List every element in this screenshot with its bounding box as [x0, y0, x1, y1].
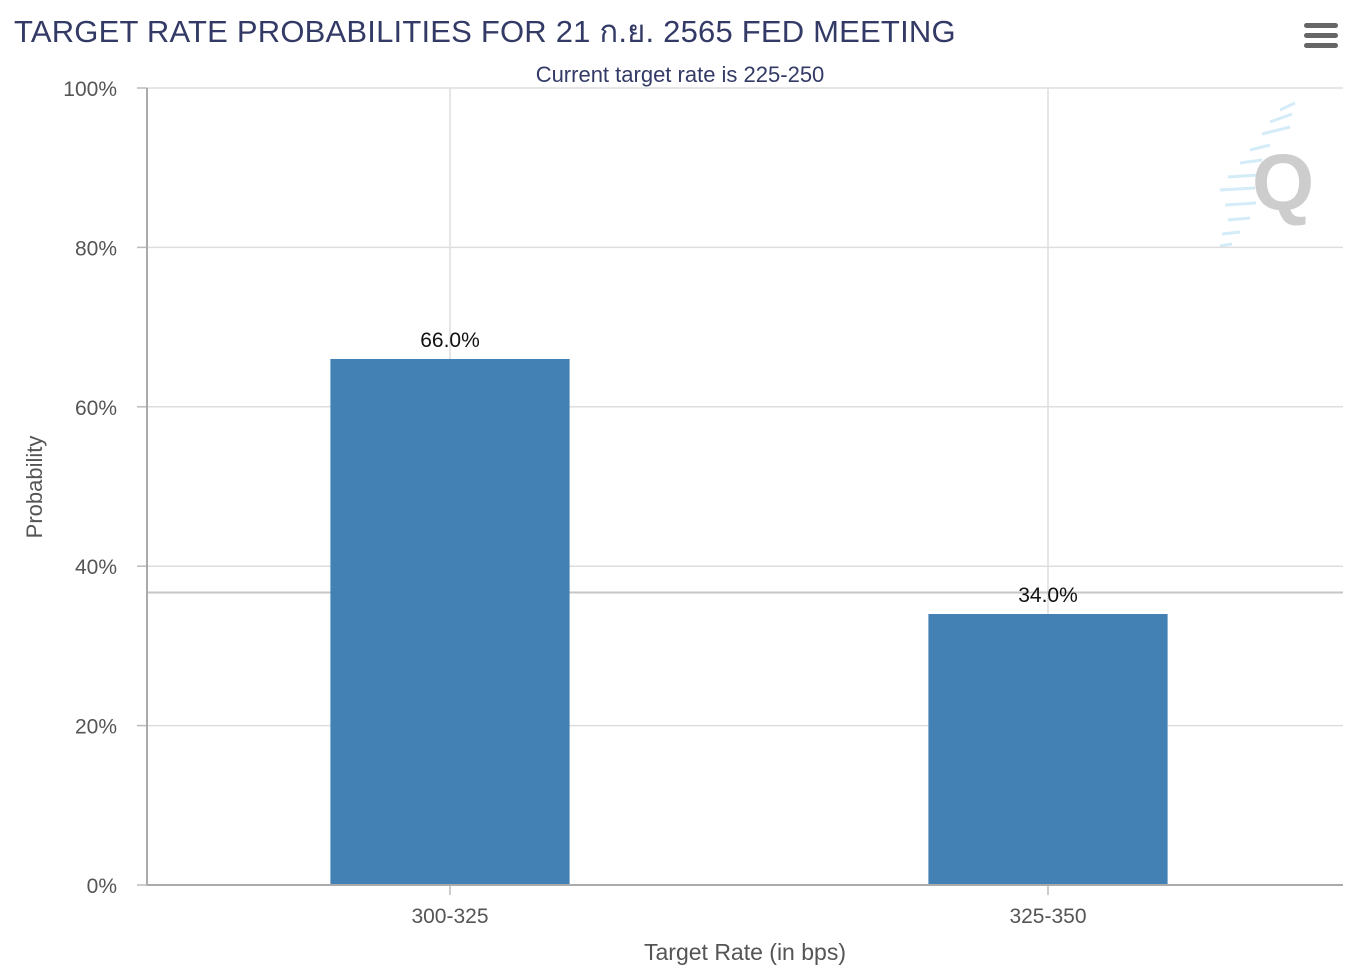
data-label: 34.0% — [1018, 584, 1078, 607]
svg-text:Q: Q — [1252, 138, 1314, 227]
y-tick-label: 0% — [87, 875, 117, 898]
y-tick-label: 20% — [75, 716, 117, 739]
bars — [330, 358, 1168, 886]
x-axis-label: Target Rate (in bps) — [644, 939, 846, 965]
bar-300-325[interactable] — [330, 358, 570, 886]
menu-bar-1 — [1304, 23, 1338, 28]
y-tick-label: 80% — [75, 237, 117, 260]
data-labels: 66.0% 34.0% — [420, 329, 1078, 607]
axes — [146, 88, 1343, 886]
q-logo-watermark-icon: Q — [1219, 101, 1314, 248]
menu-bar-3 — [1304, 43, 1338, 48]
chart-title: TARGET RATE PROBABILITIES FOR 21 ก.ย. 25… — [14, 14, 956, 49]
x-tick-labels: 300-325 325-350 — [411, 905, 1086, 928]
y-axis-label: Probability — [22, 436, 47, 539]
y-tick-label: 60% — [75, 397, 117, 420]
x-tick-label: 300-325 — [411, 905, 488, 928]
menu-bar-2 — [1304, 33, 1338, 38]
hamburger-menu-icon[interactable] — [1300, 20, 1340, 52]
bar-325-350[interactable] — [928, 614, 1168, 885]
chart-subtitle: Current target rate is 225-250 — [536, 62, 825, 87]
y-tick-label: 40% — [75, 556, 117, 579]
y-tick-labels: 0% 20% 40% 60% 80% 100% — [63, 78, 117, 898]
y-tick-label: 100% — [63, 78, 117, 101]
x-tick-label: 325-350 — [1009, 905, 1086, 928]
data-label: 66.0% — [420, 329, 480, 352]
